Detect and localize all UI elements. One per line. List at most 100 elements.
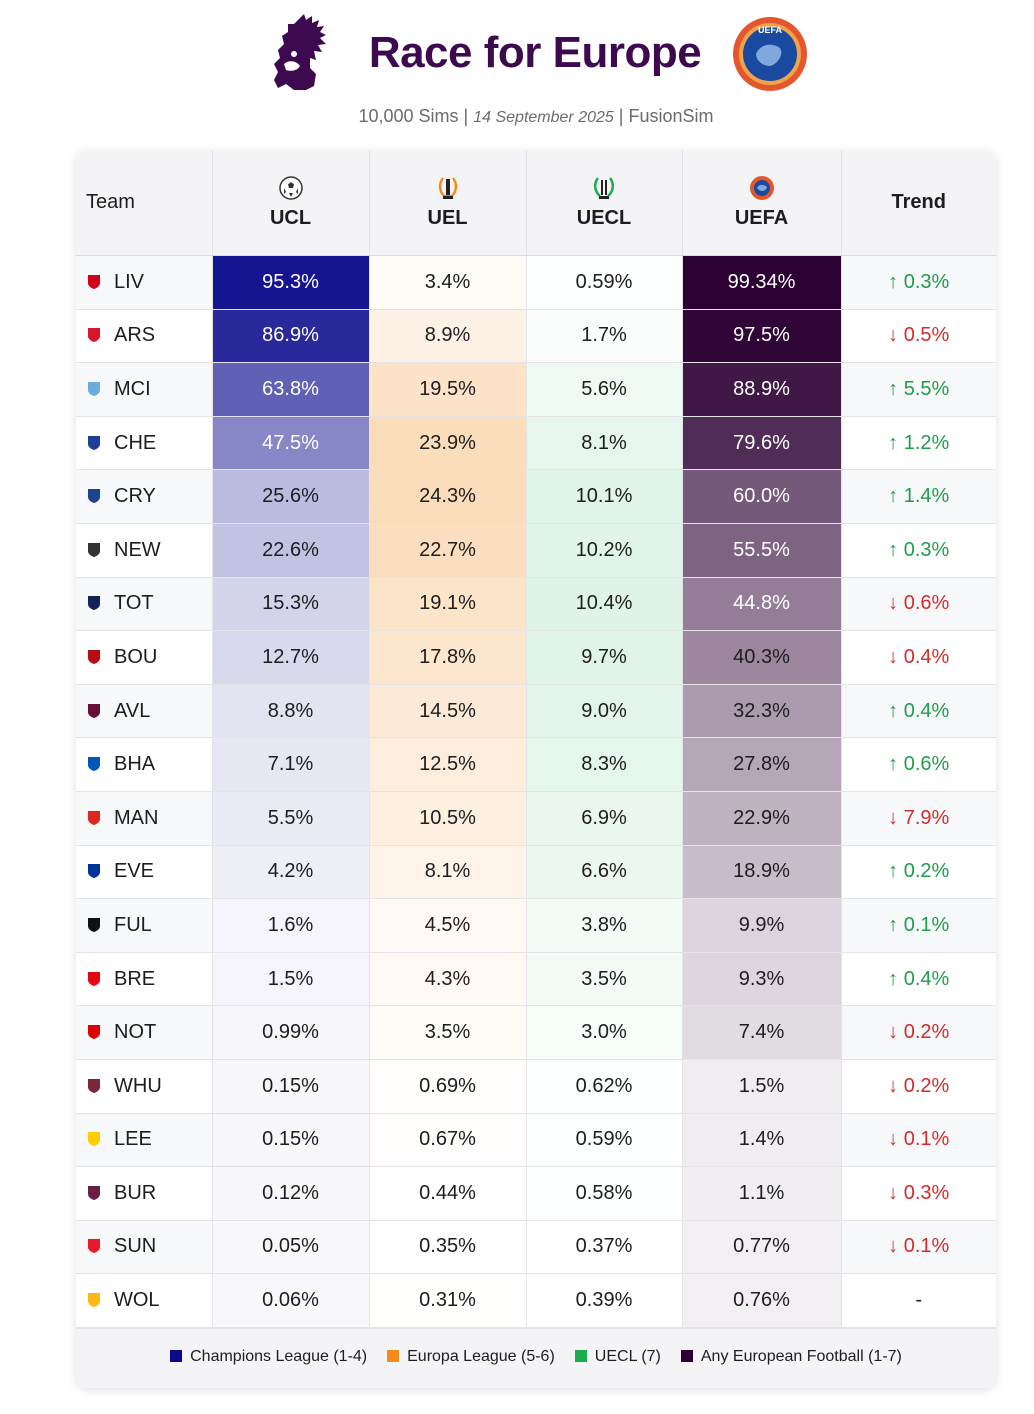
table-row[interactable]: FUL 1.6% 4.5% 3.8% 9.9% ↑ 0.1% [76, 898, 996, 953]
uecl-cell: 6.6% [526, 845, 683, 900]
table-row[interactable]: BHA 7.1% 12.5% 8.3% 27.8% ↑ 0.6% [76, 737, 996, 792]
ucl-cell: 0.99% [212, 1005, 370, 1060]
uel-cell: 14.5% [369, 684, 527, 739]
uel-cell: 0.35% [369, 1220, 527, 1275]
ucl-cell: 5.5% [212, 791, 370, 846]
col-header-uecl[interactable]: UECL [526, 150, 683, 256]
uel-cell: 19.1% [369, 577, 527, 632]
table-row[interactable]: ARS 86.9% 8.9% 1.7% 97.5% ↓ 0.5% [76, 309, 996, 364]
uefa-cell: 79.6% [682, 416, 842, 471]
table-row[interactable]: BRE 1.5% 4.3% 3.5% 9.3% ↑ 0.4% [76, 952, 996, 1007]
table-row[interactable]: BOU 12.7% 17.8% 9.7% 40.3% ↓ 0.4% [76, 630, 996, 685]
trend-cell: ↑ 0.4% [841, 684, 996, 739]
uecl-cell: 8.1% [526, 416, 683, 471]
table-row[interactable]: WHU 0.15% 0.69% 0.62% 1.5% ↓ 0.2% [76, 1059, 996, 1114]
table-row[interactable]: LIV 95.3% 3.4% 0.59% 99.34% ↑ 0.3% [76, 255, 996, 310]
uefa-cell: 40.3% [682, 630, 842, 685]
table-row[interactable]: NOT 0.99% 3.5% 3.0% 7.4% ↓ 0.2% [76, 1005, 996, 1060]
uel-cell: 4.5% [369, 898, 527, 953]
team-cell: FUL [76, 898, 213, 953]
legend-swatch [680, 1350, 693, 1362]
ucl-cell: 95.3% [212, 255, 370, 310]
trend-cell: ↑ 0.2% [841, 845, 996, 900]
table-row[interactable]: MCI 63.8% 19.5% 5.6% 88.9% ↑ 5.5% [76, 362, 996, 417]
team-cell: LIV [76, 255, 213, 310]
team-cell: BOU [76, 630, 213, 685]
subtitle: 10,000 Sims | 14 September 2025 | Fusion… [0, 106, 1034, 127]
trend-cell: ↓ 0.4% [841, 630, 996, 685]
club-crest-icon [88, 1185, 100, 1200]
uecl-cell: 1.7% [526, 309, 683, 364]
club-crest-icon [88, 1293, 100, 1308]
trend-cell: ↑ 5.5% [841, 362, 996, 417]
team-cell: LEE [76, 1113, 213, 1168]
uefa-cell: 55.5% [682, 523, 842, 578]
legend-swatch [574, 1350, 587, 1362]
table-row[interactable]: NEW 22.6% 22.7% 10.2% 55.5% ↑ 0.3% [76, 523, 996, 578]
team-abbr: BOU [114, 645, 158, 668]
col-header-uefa[interactable]: UEFA [682, 150, 842, 256]
table-row[interactable]: LEE 0.15% 0.67% 0.59% 1.4% ↓ 0.1% [76, 1113, 996, 1168]
trend-cell: ↓ 0.3% [841, 1166, 996, 1221]
col-header-ucl[interactable]: UCL [212, 150, 370, 256]
legend-label: UECL (7) [594, 1348, 661, 1365]
uecl-cell: 0.62% [526, 1059, 683, 1114]
date: 14 September 2025 [473, 109, 614, 126]
trend-cell: ↓ 0.6% [841, 577, 996, 632]
uefa-cell: 44.8% [682, 577, 842, 632]
team-cell: BRE [76, 952, 213, 1007]
uefa-cell: 1.4% [682, 1113, 842, 1168]
team-abbr: MAN [114, 806, 159, 829]
header: Race for Europe UEFA 10,000 Sims | 14 Se… [0, 0, 1034, 140]
team-abbr: BHA [114, 753, 156, 776]
europe-table: Team UCL UEL [76, 150, 996, 1328]
uefa-cell: 60.0% [682, 469, 842, 524]
uel-cell: 19.5% [369, 362, 527, 417]
table-row[interactable]: CHE 47.5% 23.9% 8.1% 79.6% ↑ 1.2% [76, 416, 996, 471]
team-abbr: LIV [114, 270, 145, 293]
conference-league-trophy-icon [594, 177, 614, 199]
trend-cell: ↓ 7.9% [841, 791, 996, 846]
club-crest-icon [88, 1025, 100, 1040]
legend-label: Any European Football (1-7) [700, 1348, 902, 1365]
table-row[interactable]: BUR 0.12% 0.44% 0.58% 1.1% ↓ 0.3% [76, 1166, 996, 1221]
table-row[interactable]: EVE 4.2% 8.1% 6.6% 18.9% ↑ 0.2% [76, 845, 996, 900]
table-row[interactable]: TOT 15.3% 19.1% 10.4% 44.8% ↓ 0.6% [76, 577, 996, 632]
table-header-row: Team UCL UEL [76, 150, 996, 256]
legend-item: Champions League (1-4) [170, 1329, 367, 1385]
table-row[interactable]: WOL 0.06% 0.31% 0.39% 0.76% - [76, 1273, 996, 1328]
uecl-cell: 9.0% [526, 684, 683, 739]
team-cell: CHE [76, 416, 213, 471]
uecl-cell: 0.58% [526, 1166, 683, 1221]
sims-count: 10,000 Sims [358, 106, 459, 126]
table-row[interactable]: SUN 0.05% 0.35% 0.37% 0.77% ↓ 0.1% [76, 1220, 996, 1275]
ucl-cell: 15.3% [212, 577, 370, 632]
team-abbr: NEW [114, 538, 161, 561]
uecl-cell: 5.6% [526, 362, 683, 417]
col-header-trend[interactable]: Trend [841, 150, 996, 256]
team-cell: CRY [76, 469, 213, 524]
team-abbr: SUN [114, 1235, 157, 1258]
uefa-cell: 99.34% [682, 255, 842, 310]
team-abbr: EVE [114, 860, 155, 883]
source: FusionSim [628, 106, 714, 126]
uecl-cell: 9.7% [526, 630, 683, 685]
table-row[interactable]: MAN 5.5% 10.5% 6.9% 22.9% ↓ 7.9% [76, 791, 996, 846]
uel-cell: 0.67% [369, 1113, 527, 1168]
uefa-cell: 0.76% [682, 1273, 842, 1328]
team-abbr: NOT [114, 1021, 157, 1044]
col-header-team[interactable]: Team [76, 150, 213, 256]
trend-cell: ↑ 1.4% [841, 469, 996, 524]
team-abbr: BRE [114, 967, 156, 990]
table-row[interactable]: CRY 25.6% 24.3% 10.1% 60.0% ↑ 1.4% [76, 469, 996, 524]
premier-league-lion-icon [274, 14, 326, 90]
trend-cell: ↓ 0.5% [841, 309, 996, 364]
trend-cell: ↑ 0.6% [841, 737, 996, 792]
trend-cell: ↑ 0.1% [841, 898, 996, 953]
club-crest-icon [88, 381, 100, 396]
uel-cell: 0.31% [369, 1273, 527, 1328]
col-header-uel[interactable]: UEL [369, 150, 527, 256]
legend-label: Europa League (5-6) [407, 1348, 555, 1365]
legend-label: Champions League (1-4) [190, 1348, 368, 1365]
table-row[interactable]: AVL 8.8% 14.5% 9.0% 32.3% ↑ 0.4% [76, 684, 996, 739]
